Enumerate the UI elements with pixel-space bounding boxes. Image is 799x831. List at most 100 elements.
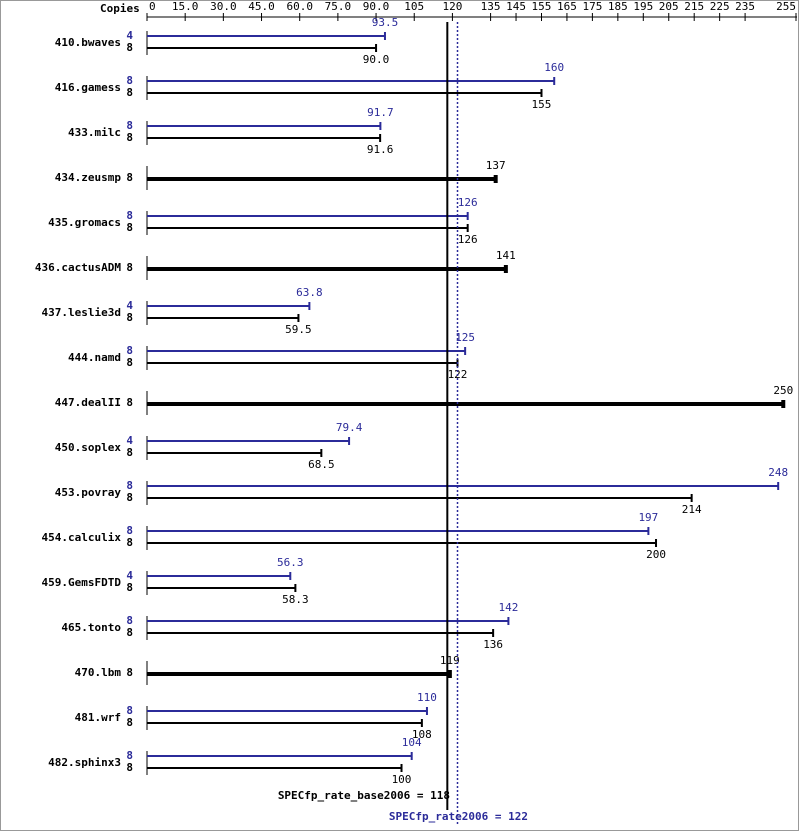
x-tick-label: 235 — [735, 0, 755, 13]
bar — [147, 347, 467, 355]
x-tick-label: 15.0 — [172, 0, 199, 13]
bar — [147, 764, 403, 772]
bar — [147, 572, 292, 580]
bar — [147, 670, 452, 678]
benchmark-name: 465.tonto — [61, 621, 121, 634]
bar — [147, 539, 658, 547]
value-label: 214 — [682, 503, 702, 516]
benchmark-name: 435.gromacs — [48, 216, 121, 229]
bar — [147, 707, 428, 715]
bar — [147, 265, 508, 273]
benchmark-name: 481.wrf — [75, 711, 121, 724]
benchmark-name: 410.bwaves — [55, 36, 121, 49]
bar — [147, 449, 323, 457]
x-tick-label: 30.0 — [210, 0, 237, 13]
bar — [147, 32, 386, 40]
copies-label: 8 — [126, 41, 133, 54]
copies-label: 8 — [126, 716, 133, 729]
copies-label: 8 — [126, 119, 133, 132]
x-tick-label: 225 — [710, 0, 730, 13]
bar — [147, 77, 556, 85]
benchmark-name: 433.milc — [68, 126, 121, 139]
value-label: 104 — [402, 736, 422, 749]
benchmark-name: 447.dealII — [55, 396, 121, 409]
bar — [147, 44, 378, 52]
x-tick-label: 75.0 — [325, 0, 352, 13]
x-tick-label: 45.0 — [248, 0, 275, 13]
benchmark-name: 436.cactusADM — [35, 261, 121, 274]
bar — [147, 400, 786, 408]
copies-label: 4 — [126, 569, 133, 582]
value-label: 90.0 — [363, 53, 390, 66]
copies-label: 8 — [126, 761, 133, 774]
bar — [147, 629, 495, 637]
copies-label: 8 — [126, 221, 133, 234]
benchmark-name: 459.GemsFDTD — [42, 576, 122, 589]
bar — [147, 584, 297, 592]
benchmark-name: 437.leslie3d — [42, 306, 121, 319]
copies-label: 8 — [126, 74, 133, 87]
x-tick-label: 175 — [582, 0, 602, 13]
bar — [147, 89, 543, 97]
value-label: 126 — [458, 233, 478, 246]
x-tick-label: 155 — [532, 0, 552, 13]
value-label: 100 — [392, 773, 412, 786]
copies-label: 8 — [126, 171, 133, 184]
copies-label: 8 — [126, 344, 133, 357]
bar — [147, 314, 300, 322]
x-tick-label: 165 — [557, 0, 577, 13]
value-label: 155 — [532, 98, 552, 111]
bar — [147, 224, 469, 232]
value-label: 248 — [768, 466, 788, 479]
bar — [147, 719, 423, 727]
copies-label: 8 — [126, 86, 133, 99]
x-tick-label: 215 — [684, 0, 704, 13]
value-label: 63.8 — [296, 286, 323, 299]
value-label: 68.5 — [308, 458, 335, 471]
value-label: 141 — [496, 249, 516, 262]
value-label: 200 — [646, 548, 666, 561]
value-label: 125 — [455, 331, 475, 344]
benchmark-name: 444.namd — [68, 351, 121, 364]
x-tick-label: 135 — [481, 0, 501, 13]
bar — [147, 212, 469, 220]
copies-label: 8 — [126, 446, 133, 459]
x-tick-label: 185 — [608, 0, 628, 13]
value-label: 119 — [440, 654, 460, 667]
copies-label: 4 — [126, 29, 133, 42]
bar — [147, 494, 693, 502]
x-tick-label: 145 — [506, 0, 526, 13]
value-label: 91.7 — [367, 106, 394, 119]
value-label: 79.4 — [336, 421, 363, 434]
value-label: 58.3 — [282, 593, 309, 606]
x-tick-label: 120 — [442, 0, 462, 13]
value-label: 108 — [412, 728, 432, 741]
copies-label: 8 — [126, 131, 133, 144]
value-label: 126 — [458, 196, 478, 209]
copies-label: 8 — [126, 524, 133, 537]
value-label: 110 — [417, 691, 437, 704]
copies-label: 8 — [126, 491, 133, 504]
value-label: 136 — [483, 638, 503, 651]
copies-label: 8 — [126, 261, 133, 274]
bar — [147, 527, 650, 535]
copies-label: 8 — [126, 536, 133, 549]
value-label: 56.3 — [277, 556, 304, 569]
benchmark-name: 434.zeusmp — [55, 171, 122, 184]
axis-label: Copies — [100, 2, 140, 15]
copies-label: 8 — [126, 581, 133, 594]
x-tick-label: 255 — [776, 0, 796, 13]
benchmark-name: 453.povray — [55, 486, 122, 499]
bar — [147, 175, 498, 183]
copies-label: 8 — [126, 614, 133, 627]
benchmark-name: 454.calculix — [42, 531, 122, 544]
x-tick-label: 195 — [633, 0, 653, 13]
benchmark-name: 450.soplex — [55, 441, 122, 454]
copies-label: 4 — [126, 434, 133, 447]
bar — [147, 122, 382, 130]
value-label: 91.6 — [367, 143, 394, 156]
bar — [147, 134, 382, 142]
value-label: 160 — [544, 61, 564, 74]
